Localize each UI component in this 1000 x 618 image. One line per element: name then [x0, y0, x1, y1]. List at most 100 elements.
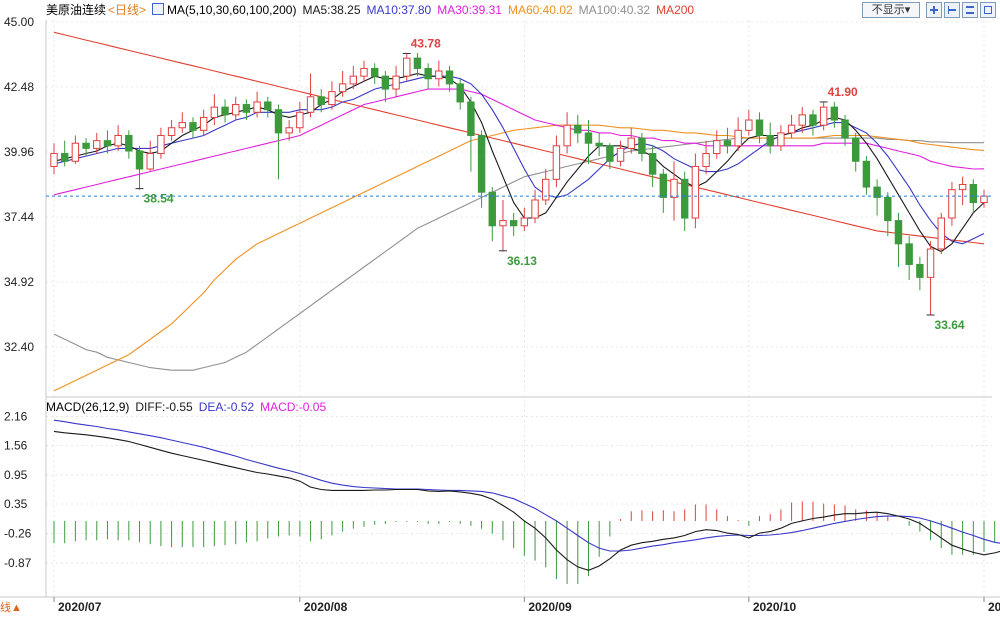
zoom-out-icon[interactable] [944, 2, 960, 18]
zoom-in-icon[interactable] [926, 2, 942, 18]
candle-body [50, 153, 58, 167]
time-tick-label: 2020/10 [753, 600, 797, 614]
time-tick-label: 2020/07 [58, 600, 102, 614]
candle-body [317, 96, 325, 106]
fullscreen-icon[interactable] [980, 2, 996, 18]
candle-body [178, 122, 186, 129]
candle-body [221, 106, 229, 116]
candle-body [894, 220, 903, 245]
candle-body [264, 101, 272, 111]
hide-dropdown[interactable]: 不显示▾ [862, 2, 920, 18]
candle-body [199, 116, 208, 131]
candle-body [873, 186, 881, 198]
macd-params: MACD(26,12,9) [46, 400, 130, 414]
macd-tick-label: 2.16 [4, 409, 28, 423]
candle-body [830, 106, 839, 121]
candle-body [606, 145, 614, 162]
candle-body [798, 114, 806, 126]
macd-tick-label: -0.26 [4, 527, 32, 541]
candle-body [520, 217, 529, 227]
footer-mark[interactable]: 线▲ [0, 602, 22, 614]
candle-body [306, 96, 315, 113]
candle-body [328, 91, 336, 106]
candle-body [713, 140, 721, 155]
ma5-value: MA5:38.25 [302, 3, 361, 17]
instrument-title: 美原油连续 [46, 3, 107, 17]
candle-body [338, 83, 347, 93]
candle-body [755, 119, 764, 136]
settings-icon[interactable] [962, 2, 978, 18]
macd-tick-label: -0.87 [4, 556, 32, 570]
candle-body [969, 183, 978, 204]
candle-body [659, 173, 668, 198]
indicator-icon[interactable] [152, 3, 165, 15]
ma200-value: MA200 [656, 3, 695, 17]
candle-body [210, 106, 219, 118]
macd-header: MACD(26,12,9) DIFF:-0.55 DEA:-0.52 MACD:-0.… [46, 399, 332, 415]
candle-body [274, 109, 283, 134]
candle-body [509, 220, 518, 227]
candle-body [937, 217, 945, 250]
candle-body [424, 67, 432, 80]
candle-body [232, 104, 240, 116]
candle-body [413, 57, 422, 69]
time-tick-label: 2020/09 [528, 600, 572, 614]
candle-body [670, 178, 678, 198]
dea-value: DEA:-0.52 [198, 400, 255, 414]
candle-body [745, 119, 753, 131]
candle-body [71, 142, 80, 162]
candle-body [370, 67, 379, 77]
candle-body [905, 243, 913, 265]
candle-body [542, 178, 550, 201]
candle-body [777, 132, 785, 147]
hide-label: 不显示 [871, 4, 905, 16]
candle-body [381, 75, 390, 90]
period-selector[interactable]: <日线> [108, 3, 147, 17]
extreme-label: 33.64 [935, 318, 965, 332]
extreme-label: 38.54 [144, 192, 174, 206]
ma10-line [53, 75, 985, 245]
candle-body [60, 153, 69, 162]
extreme-label: 36.13 [507, 254, 537, 268]
candle-body [285, 127, 293, 134]
candle-body [958, 183, 967, 191]
candle-body [242, 104, 251, 113]
ma60-value: MA60:40.02 [507, 3, 573, 17]
macd-tick-label: 0.35 [4, 497, 28, 511]
candle-body [926, 248, 935, 278]
price-header: 美原油连续 <日线> MA(5,10,30,60,100,200) MA5:38.25… [46, 2, 700, 18]
toolbar: 不显示▾ [862, 2, 998, 18]
ma30-line [53, 88, 985, 196]
candle-body [392, 75, 400, 90]
candle-body [723, 140, 732, 147]
candle-body [574, 124, 582, 134]
candle-body [435, 70, 443, 80]
dea-line [53, 419, 1000, 552]
macd-tick-label: 1.56 [4, 438, 28, 452]
candle-body [135, 150, 144, 170]
candle-body [82, 142, 90, 149]
price-tick-label: 32.40 [4, 340, 34, 354]
candle-body [360, 67, 368, 77]
candle-body [884, 196, 892, 222]
ma-params: MA(5,10,30,60,100,200) [167, 3, 297, 17]
candle-body [403, 57, 411, 77]
ma10-value: MA10:37.80 [366, 3, 432, 17]
candle-body [916, 263, 924, 278]
candle-body [980, 195, 988, 204]
candle-body [93, 140, 101, 149]
candle-body [456, 83, 464, 103]
candle-body [488, 191, 496, 227]
candle-body [552, 145, 561, 180]
price-tick-label: 34.92 [4, 275, 34, 289]
candle-body [531, 199, 539, 219]
macd-tick-label: 0.95 [4, 468, 28, 482]
candle-body [841, 119, 849, 139]
candle-body [852, 137, 860, 162]
candle-body [595, 142, 603, 147]
candle-body [125, 134, 133, 152]
candle-body [734, 129, 742, 147]
ma5-line [53, 73, 985, 253]
candle-body [445, 70, 454, 85]
